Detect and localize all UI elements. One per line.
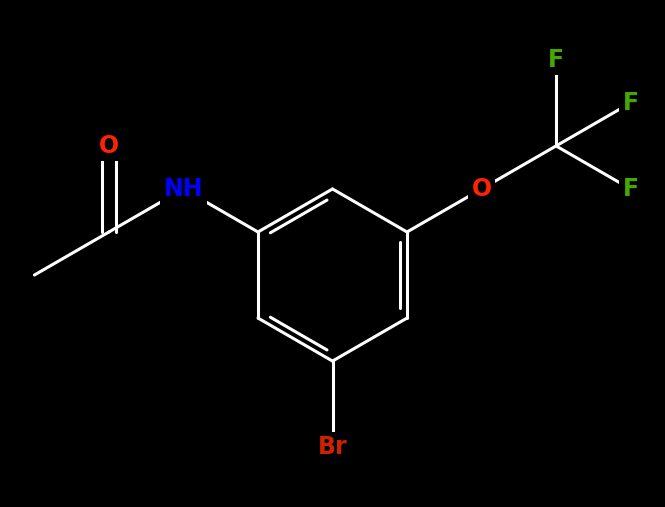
Text: F: F [622,91,638,115]
Text: Br: Br [318,435,347,459]
Text: O: O [99,134,119,158]
Text: NH: NH [164,177,203,201]
Text: F: F [548,48,564,72]
Text: F: F [622,177,638,201]
Text: O: O [471,177,491,201]
